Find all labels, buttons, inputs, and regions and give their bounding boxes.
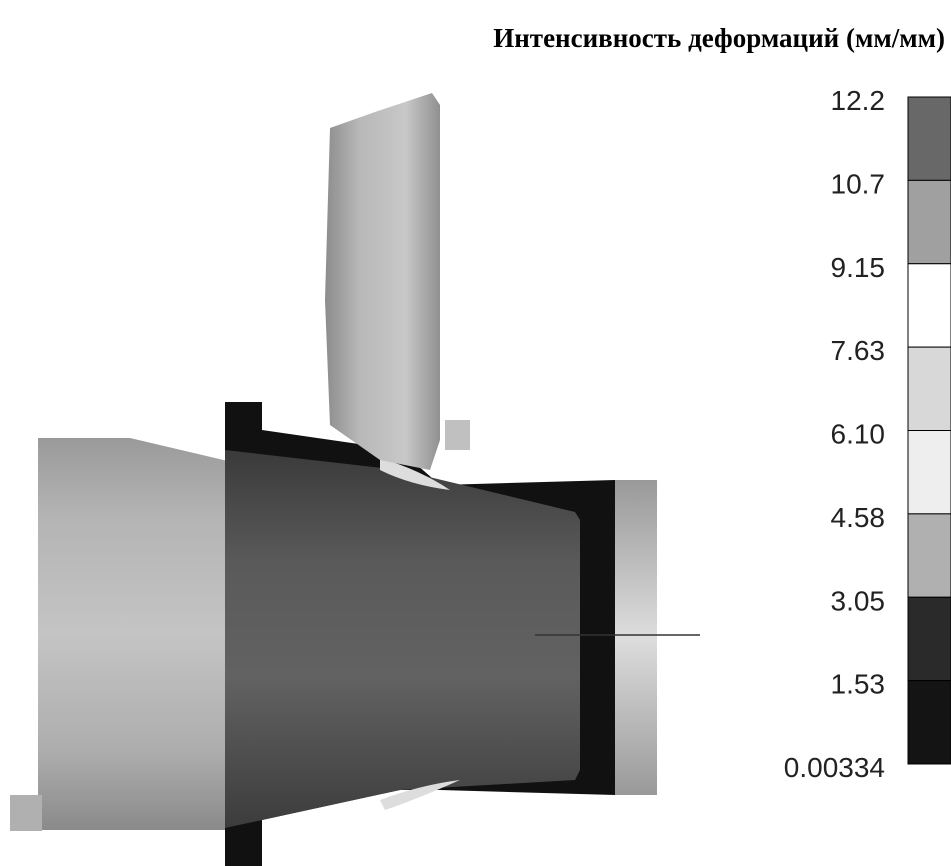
color-band bbox=[908, 97, 951, 180]
model bbox=[10, 93, 700, 866]
color-band bbox=[908, 514, 951, 597]
color-band bbox=[908, 347, 951, 430]
color-band bbox=[908, 264, 951, 347]
legend-label: 0.00334 bbox=[784, 752, 885, 783]
color-bar: 12.2 10.7 9.15 7.63 6.10 4.58 3.05 1.53 0.00334 bbox=[784, 85, 951, 783]
legend-label: 4.58 bbox=[831, 502, 886, 533]
color-band bbox=[908, 597, 951, 680]
legend-label: 7.63 bbox=[831, 335, 886, 366]
color-band bbox=[908, 180, 951, 263]
simulation-view: Интенсивность деформаций (мм/мм) 12.2 10.… bbox=[0, 0, 951, 866]
legend-label: 10.7 bbox=[831, 168, 886, 199]
color-band bbox=[908, 431, 951, 514]
legend-title: Интенсивность деформаций (мм/мм) bbox=[493, 23, 945, 53]
legend-label: 1.53 bbox=[831, 669, 886, 700]
legend-label: 3.05 bbox=[831, 585, 886, 616]
color-band bbox=[908, 681, 951, 764]
legend-label: 6.10 bbox=[831, 419, 886, 450]
legend-label: 9.15 bbox=[831, 252, 886, 283]
legend-label: 12.2 bbox=[831, 85, 886, 116]
